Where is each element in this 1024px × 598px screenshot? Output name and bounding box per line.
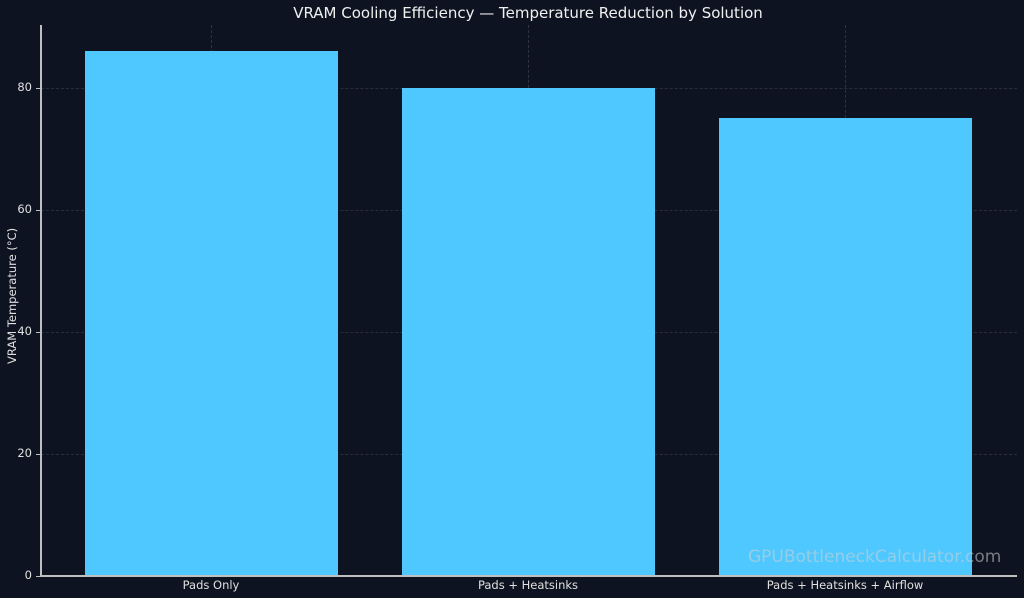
chart-title: VRAM Cooling Efficiency — Temperature Re… [293, 4, 763, 22]
y-axis [40, 25, 42, 577]
ytick-label-80: 80 [17, 80, 32, 94]
x-axis [40, 575, 1017, 577]
ytick-0 [36, 576, 40, 577]
ytick-label-40: 40 [17, 324, 32, 338]
bar-pads-heatsinks [402, 88, 655, 576]
ytick-label-20: 20 [17, 446, 32, 460]
bar-pads-only [85, 51, 338, 576]
ytick-label-60: 60 [17, 202, 32, 216]
ytick-label-0: 0 [24, 568, 32, 582]
ytick-40 [36, 332, 40, 333]
y-axis-title: VRAM Temperature (°C) [5, 227, 19, 364]
ytick-60 [36, 210, 40, 211]
ytick-80 [36, 88, 40, 89]
xtick-label-2: Pads + Heatsinks [477, 578, 579, 592]
xtick-label-3: Pads + Heatsinks + Airflow [766, 578, 924, 592]
xtick-label-1: Pads Only [182, 578, 240, 592]
ytick-20 [36, 454, 40, 455]
bar-pads-heatsinks-airflow [719, 118, 972, 576]
watermark: GPUBottleneckCalculator.com [748, 547, 1002, 567]
